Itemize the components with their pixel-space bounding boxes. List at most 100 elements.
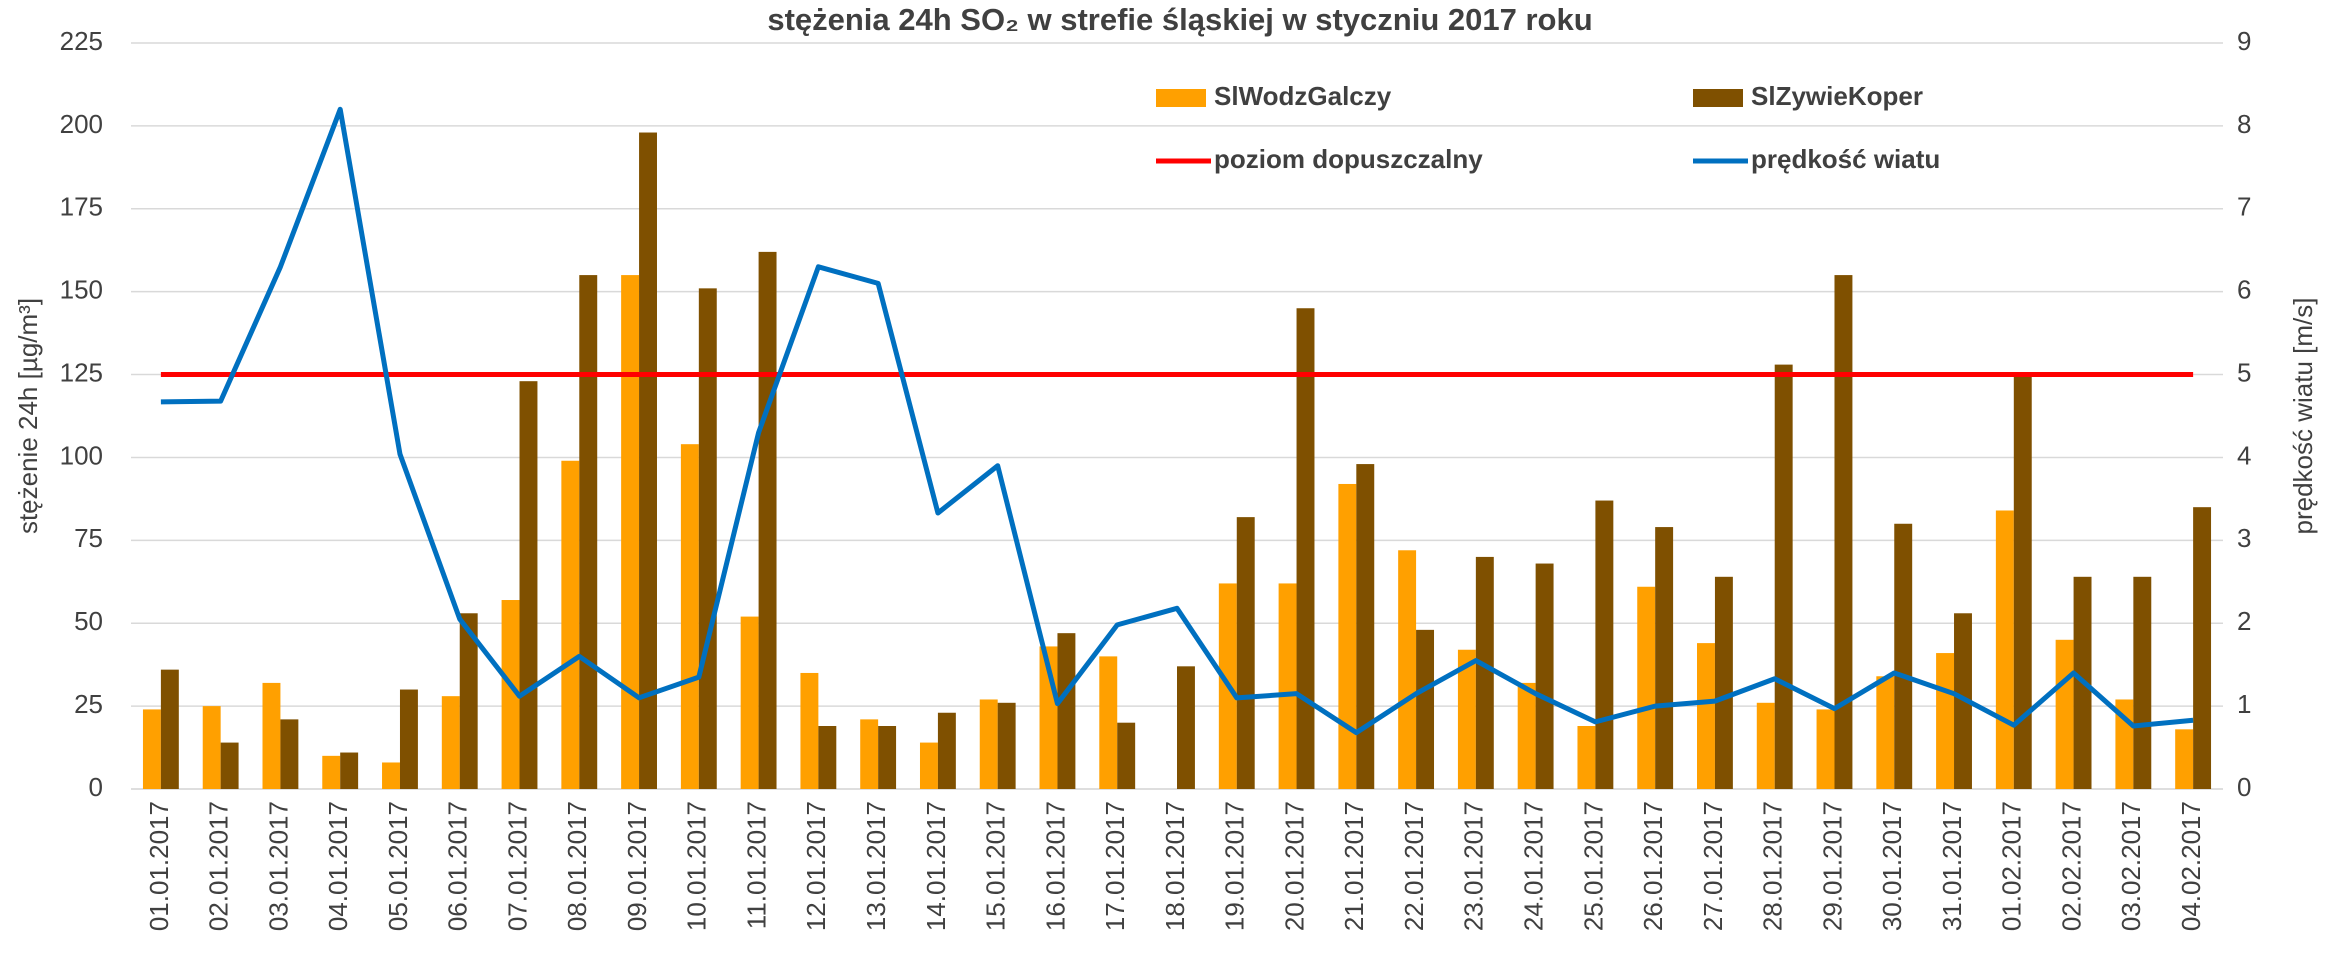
- bar: [680, 444, 699, 789]
- bar: [280, 719, 299, 789]
- bar: [1595, 500, 1614, 789]
- bar: [698, 288, 717, 789]
- bar: [1057, 633, 1076, 789]
- y2-tick-label: 5: [2237, 357, 2251, 387]
- bar: [1894, 523, 1913, 789]
- bar: [1278, 583, 1297, 789]
- bar: [399, 689, 418, 789]
- x-tick-label: 11.01.2017: [741, 801, 771, 929]
- bar: [979, 699, 998, 789]
- bar: [2013, 374, 2032, 789]
- legend-swatch: [1156, 89, 1206, 107]
- chart-title: stężenia 24h SO₂ w strefie śląskiej w st…: [767, 2, 1592, 37]
- bar: [1535, 563, 1554, 789]
- bar: [441, 696, 460, 789]
- bar: [1714, 576, 1733, 789]
- x-tick-label: 23.01.2017: [1459, 801, 1489, 931]
- y-tick-label: 125: [60, 357, 103, 387]
- y2-tick-label: 2: [2237, 606, 2251, 636]
- bar: [2055, 639, 2074, 789]
- x-tick-label: 13.01.2017: [861, 801, 891, 931]
- x-tick-label: 08.01.2017: [562, 801, 592, 931]
- y2-tick-label: 6: [2237, 275, 2251, 305]
- x-tick-label: 20.01.2017: [1279, 801, 1309, 931]
- bar: [519, 381, 538, 789]
- x-tick-label: 15.01.2017: [981, 801, 1011, 931]
- bar: [639, 132, 657, 789]
- bar: [2175, 729, 2194, 789]
- x-tick-label: 26.01.2017: [1638, 801, 1668, 931]
- bar: [1117, 722, 1136, 789]
- bar: [1236, 517, 1255, 789]
- bar: [382, 762, 400, 789]
- x-tick-label: 09.01.2017: [622, 801, 652, 931]
- y-tick-label: 25: [74, 689, 103, 719]
- x-tick-label: 29.01.2017: [1817, 801, 1847, 931]
- bar: [878, 726, 897, 789]
- x-tick-label: 05.01.2017: [383, 801, 413, 931]
- bar: [1457, 649, 1476, 789]
- x-tick-label: 31.01.2017: [1937, 801, 1967, 931]
- y-tick-label: 200: [60, 109, 103, 139]
- bar: [2193, 507, 2212, 789]
- x-tick-label: 06.01.2017: [443, 801, 473, 931]
- bar: [621, 275, 640, 790]
- x-tick-label: 03.01.2017: [263, 801, 293, 931]
- bar: [579, 275, 598, 790]
- bar: [459, 613, 478, 789]
- legend-label: prędkość wiatu: [1751, 144, 1940, 174]
- line: [160, 106, 2194, 736]
- y-tick-label: 75: [74, 523, 103, 553]
- bar: [1876, 676, 1895, 789]
- x-tick-label: 16.01.2017: [1040, 801, 1070, 931]
- x-tick-label: 01.02.2017: [1997, 801, 2027, 931]
- bar: [202, 706, 221, 789]
- y-tick-label: 0: [89, 772, 103, 802]
- y2-tick-label: 9: [2237, 26, 2251, 56]
- x-tick-label: 07.01.2017: [502, 801, 532, 931]
- bar: [2133, 576, 2152, 789]
- bar: [262, 682, 281, 789]
- bar: [561, 460, 580, 789]
- y-tick-label: 150: [60, 275, 103, 305]
- bar: [1296, 308, 1315, 789]
- y-tick-label: 50: [74, 606, 103, 636]
- x-tick-label: 24.01.2017: [1519, 801, 1549, 931]
- bar: [1816, 709, 1835, 789]
- bar: [919, 742, 938, 789]
- y2-tick-label: 0: [2237, 772, 2251, 802]
- x-tick-label: 04.01.2017: [323, 801, 353, 931]
- bar: [1416, 629, 1435, 789]
- y2-axis-label: prędkość wiatu [m/s]: [2288, 298, 2318, 535]
- bar: [937, 712, 956, 789]
- y2-tick-label: 3: [2237, 523, 2251, 553]
- x-tick-label: 27.01.2017: [1698, 801, 1728, 931]
- bar: [142, 709, 161, 789]
- bar: [1995, 510, 2014, 789]
- bar: [340, 752, 359, 789]
- bar: [160, 669, 179, 789]
- legend-label: SlZywieKoper: [1751, 81, 1923, 111]
- legend-swatch: [1693, 89, 1743, 107]
- x-tick-label: 10.01.2017: [682, 801, 712, 931]
- y-axis-label: stężenie 24h [µg/m³]: [13, 298, 43, 534]
- x-tick-label: 28.01.2017: [1758, 801, 1788, 931]
- y2-tick-label: 1: [2237, 689, 2251, 719]
- bar: [1936, 653, 1955, 789]
- bar: [1338, 483, 1357, 789]
- x-tick-label: 04.02.2017: [2176, 801, 2206, 931]
- x-tick-label: 17.01.2017: [1100, 801, 1130, 931]
- x-tick-label: 19.01.2017: [1220, 801, 1250, 931]
- bar: [1517, 682, 1536, 789]
- x-tick-label: 01.01.2017: [144, 801, 174, 931]
- legend-label: SlWodzGalczy: [1214, 81, 1392, 111]
- bar: [758, 251, 777, 789]
- y-tick-label: 175: [60, 192, 103, 222]
- bar: [1774, 364, 1793, 789]
- bar: [1697, 643, 1715, 789]
- bar: [322, 755, 341, 789]
- bar: [220, 742, 239, 789]
- bar: [740, 616, 759, 789]
- y-tick-label: 225: [60, 26, 103, 56]
